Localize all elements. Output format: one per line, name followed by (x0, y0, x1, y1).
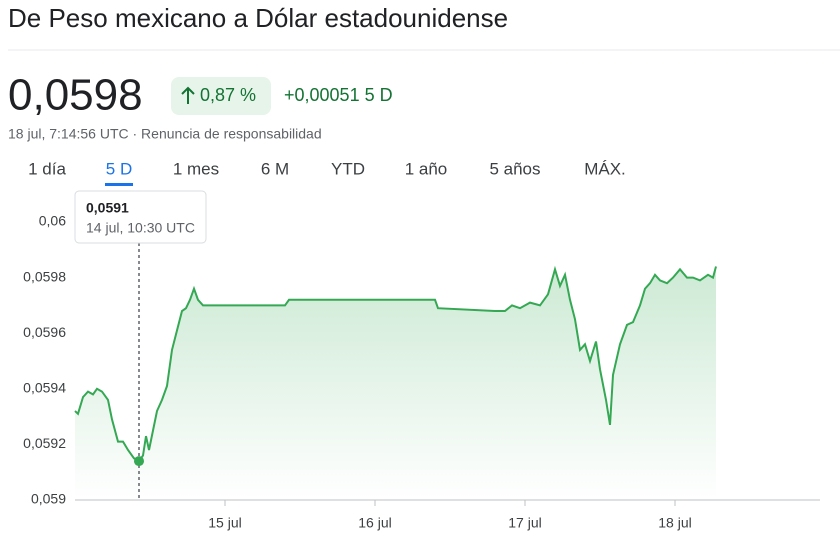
y-tick-label: 0,0594 (23, 380, 66, 396)
tab[interactable]: 1 día (28, 159, 66, 178)
tab[interactable]: MÁX. (584, 159, 626, 178)
tab[interactable]: 6 M (261, 159, 289, 178)
x-tick-label: 15 jul (208, 515, 241, 531)
y-tick-label: 0,06 (39, 213, 66, 229)
change-percent: 0,87 % (200, 85, 256, 105)
tooltip-value: 0,0591 (86, 200, 129, 216)
area (75, 266, 716, 500)
x-tick-label: 17 jul (508, 515, 541, 531)
x-tick-label: 16 jul (358, 515, 391, 531)
tab[interactable]: 1 año (405, 159, 448, 178)
tab[interactable]: YTD (331, 159, 365, 178)
y-tick-label: 0,0596 (23, 324, 66, 340)
tab[interactable]: 1 mes (173, 159, 219, 178)
timestamp: 18 jul, 7:14:56 UTC · Renuncia de respon… (8, 126, 322, 142)
up-arrow (181, 86, 195, 104)
change-badge (171, 77, 271, 115)
hover-dot (134, 456, 144, 467)
line (74, 265, 717, 463)
y-tick-label: 0,0592 (23, 435, 66, 451)
price: 0,0598 (8, 71, 143, 120)
y-tick-label: 0,0598 (23, 268, 66, 284)
tooltip-time: 14 jul, 10:30 UTC (86, 220, 195, 236)
tabs: 1 día 5 D 1 mes 6 M YTD 1 año 5 años MÁX. (28, 159, 626, 186)
tab[interactable]: 5 D (106, 159, 132, 178)
plot: 0,059 0,0592 0,0594 0,0596 0,0598 0,06 15 jul 1… (23, 190, 820, 531)
tab[interactable]: 5 años (489, 159, 540, 178)
change-abs: +0,00051 5 D (284, 85, 393, 105)
x-tick-label: 18 jul (658, 515, 691, 531)
y-tick-label: 0,059 (31, 491, 66, 507)
tab-underline (105, 183, 133, 186)
title: De Peso mexicano a Dólar estadounidense (8, 3, 508, 33)
tooltip-box (74, 190, 207, 244)
